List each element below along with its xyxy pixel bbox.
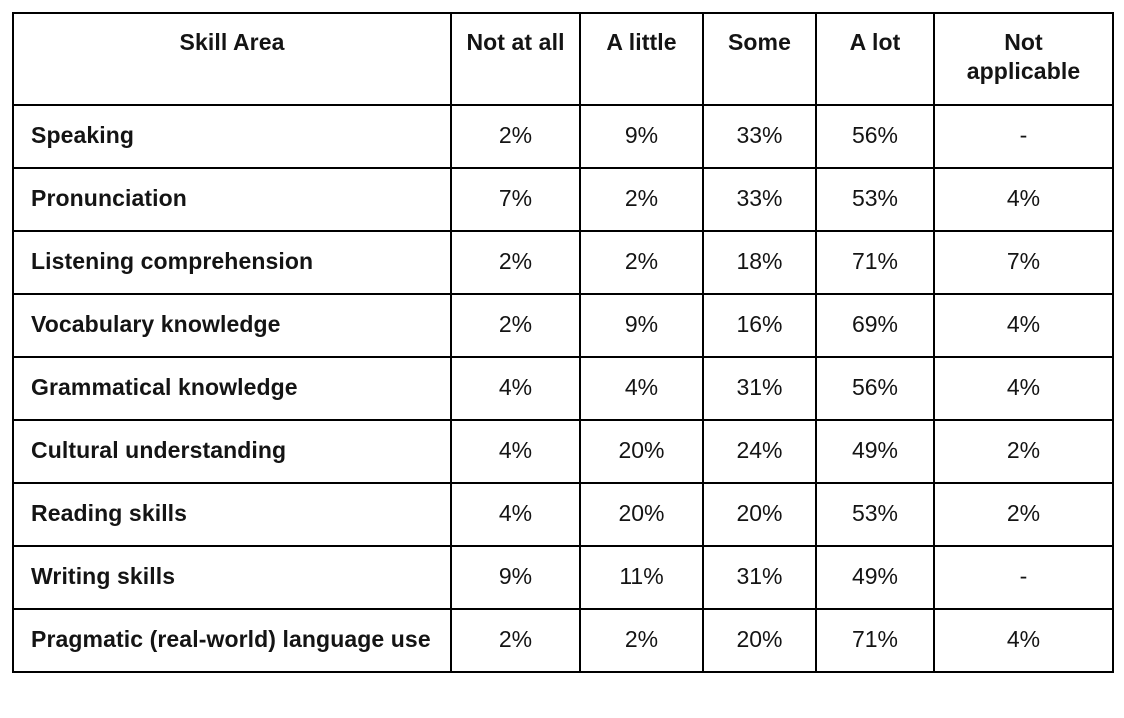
value-cell: 2% [450, 230, 581, 295]
value-cell: 2% [579, 230, 704, 295]
col-header-skill-area: Skill Area [12, 12, 452, 106]
skill-ratings-table: Skill Area Not at all A little Some A lo… [12, 12, 1114, 673]
table-row: Vocabulary knowledge 2% 9% 16% 69% 4% [12, 293, 1114, 358]
table-row: Cultural understanding 4% 20% 24% 49% 2% [12, 419, 1114, 484]
value-cell: 16% [702, 293, 817, 358]
value-cell: 4% [933, 608, 1114, 673]
value-cell: 2% [450, 608, 581, 673]
value-cell: 2% [933, 482, 1114, 547]
value-cell: 20% [702, 482, 817, 547]
table-row: Reading skills 4% 20% 20% 53% 2% [12, 482, 1114, 547]
value-cell: 18% [702, 230, 817, 295]
skill-name-cell: Grammatical knowledge [12, 356, 452, 421]
value-cell: 24% [702, 419, 817, 484]
value-cell: 53% [815, 482, 935, 547]
table-body: Speaking 2% 9% 33% 56% - Pronunciation 7% 2% 33% 5… [12, 104, 1114, 673]
table-row: Listening comprehension 2% 2% 18% 71% 7% [12, 230, 1114, 295]
value-cell: 71% [815, 230, 935, 295]
value-cell: - [933, 545, 1114, 610]
value-cell: 33% [702, 167, 817, 232]
value-cell: 2% [579, 167, 704, 232]
value-cell: 53% [815, 167, 935, 232]
table-row: Grammatical knowledge 4% 4% 31% 56% 4% [12, 356, 1114, 421]
header-row: Skill Area Not at all A little Some A lo… [12, 12, 1114, 106]
table-row: Pragmatic (real-world) language use 2% 2% 2… [12, 608, 1114, 673]
value-cell: 9% [579, 104, 704, 169]
skill-name-cell: Vocabulary knowledge [12, 293, 452, 358]
value-cell: 7% [933, 230, 1114, 295]
table-row: Speaking 2% 9% 33% 56% - [12, 104, 1114, 169]
value-cell: 56% [815, 104, 935, 169]
col-header-not-applicable: Not applicable [933, 12, 1114, 106]
col-header-a-lot: A lot [815, 12, 935, 106]
table-row: Writing skills 9% 11% 31% 49% - [12, 545, 1114, 610]
value-cell: 4% [450, 419, 581, 484]
value-cell: 9% [450, 545, 581, 610]
value-cell: 2% [933, 419, 1114, 484]
value-cell: 4% [933, 167, 1114, 232]
value-cell: 2% [450, 104, 581, 169]
value-cell: 20% [579, 482, 704, 547]
value-cell: 20% [579, 419, 704, 484]
skill-name-cell: Pronunciation [12, 167, 452, 232]
value-cell: 49% [815, 545, 935, 610]
value-cell: 7% [450, 167, 581, 232]
value-cell: 33% [702, 104, 817, 169]
value-cell: 4% [450, 356, 581, 421]
value-cell: 4% [933, 293, 1114, 358]
value-cell: 49% [815, 419, 935, 484]
value-cell: 71% [815, 608, 935, 673]
value-cell: 31% [702, 545, 817, 610]
table-row: Pronunciation 7% 2% 33% 53% 4% [12, 167, 1114, 232]
col-header-some: Some [702, 12, 817, 106]
skill-name-cell: Listening comprehension [12, 230, 452, 295]
value-cell: 2% [579, 608, 704, 673]
value-cell: 4% [579, 356, 704, 421]
value-cell: 9% [579, 293, 704, 358]
skill-name-cell: Reading skills [12, 482, 452, 547]
value-cell: - [933, 104, 1114, 169]
skill-name-cell: Speaking [12, 104, 452, 169]
value-cell: 20% [702, 608, 817, 673]
value-cell: 4% [450, 482, 581, 547]
skill-name-cell: Pragmatic (real-world) language use [12, 608, 452, 673]
value-cell: 69% [815, 293, 935, 358]
skill-name-cell: Cultural understanding [12, 419, 452, 484]
value-cell: 31% [702, 356, 817, 421]
value-cell: 4% [933, 356, 1114, 421]
col-header-a-little: A little [579, 12, 704, 106]
value-cell: 56% [815, 356, 935, 421]
col-header-not-at-all: Not at all [450, 12, 581, 106]
value-cell: 2% [450, 293, 581, 358]
skill-name-cell: Writing skills [12, 545, 452, 610]
value-cell: 11% [579, 545, 704, 610]
